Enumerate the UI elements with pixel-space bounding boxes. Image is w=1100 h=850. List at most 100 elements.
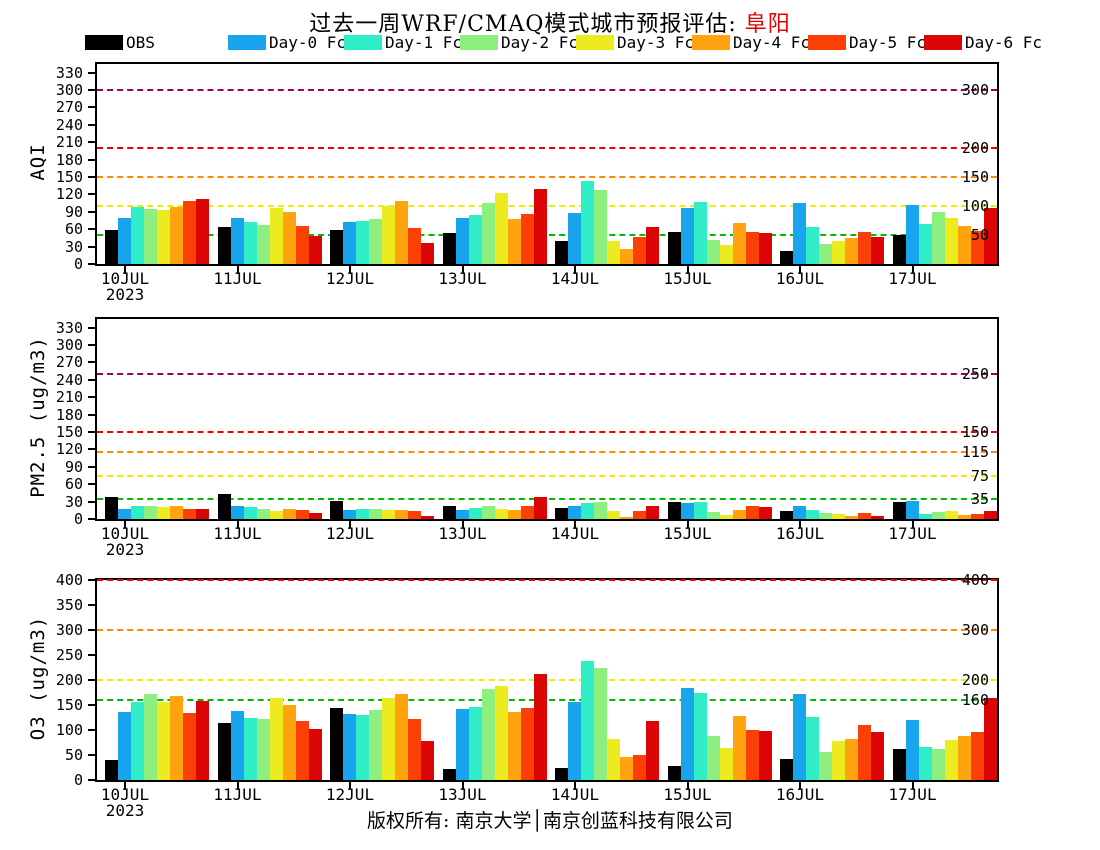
bar-pm2-5-17jul-day-6-fc: [983, 510, 997, 519]
legend-swatch-day-4-fc: [692, 35, 730, 50]
ref-line-250: [97, 373, 997, 376]
plot-area-aqi: 0 30 60 90 120 150 180 210 240 270 300 330 50 100 150 2…: [56, 62, 999, 303]
x-axis-year-label: 2023: [105, 285, 145, 304]
x-tick: [461, 780, 464, 789]
bar-aqi-12jul-day-5-fc: [408, 228, 421, 264]
x-tick: [911, 264, 914, 273]
bar-aqi-14jul-obs: [555, 241, 568, 264]
bar-pm2-5-10jul-day-3-fc: [157, 507, 170, 519]
bar-pm2-5-17jul-day-5-fc: [970, 513, 984, 519]
bar-o3-12jul-day-2-fc: [369, 710, 382, 780]
bar-aqi-15jul-day-5-fc: [745, 231, 759, 264]
bar-o3-10jul-day-3-fc: [157, 701, 170, 780]
title-city-name: 阜阳: [744, 12, 791, 37]
x-tick: [236, 264, 239, 273]
bar-aqi-15jul-day-2-fc: [706, 239, 720, 264]
legend-item-day-0-fc: Day-0 Fc: [228, 33, 346, 52]
x-tick-label-14jul: 14JUL: [550, 524, 600, 543]
y-tick: [88, 579, 97, 581]
x-tick-label-15jul: 15JUL: [663, 269, 712, 288]
legend-label: OBS: [126, 33, 155, 52]
y-tick-label: 250: [55, 646, 83, 664]
panel-aqi: AQI 0 30 60 90 120 150 180 210 240 270 300 330 50 100 1…: [0, 62, 1100, 322]
bar-aqi-17jul-day-4-fc: [957, 225, 971, 264]
bar-o3-17jul-day-4-fc: [957, 736, 971, 780]
x-tick: [911, 780, 914, 789]
bar-aqi-15jul-day-0-fc: [680, 207, 694, 264]
bar-o3-10jul-day-0-fc: [118, 711, 131, 780]
y-tick: [88, 518, 97, 520]
legend-item-day-5-fc: Day-5 Fc: [808, 33, 926, 52]
bar-o3-10jul-day-2-fc: [144, 693, 157, 780]
y-tick: [88, 228, 97, 231]
bar-o3-14jul-day-6-fc: [646, 721, 659, 780]
x-tick-label-13jul: 13JUL: [438, 785, 487, 804]
bar-pm2-5-16jul-day-0-fc: [793, 505, 806, 519]
bar-pm2-5-13jul-obs: [442, 505, 456, 519]
bar-aqi-16jul-day-5-fc: [858, 232, 871, 264]
bar-aqi-11jul-day-0-fc: [230, 218, 244, 264]
ref-line-200: [97, 147, 997, 150]
y-tick: [88, 176, 97, 179]
y-tick: [88, 483, 97, 486]
legend-item-day-6-fc: Day-6 Fc: [924, 33, 1042, 52]
bar-aqi-11jul-day-5-fc: [295, 225, 309, 264]
bar-aqi-12jul-day-1-fc: [356, 220, 369, 264]
bar-pm2-5-10jul-obs: [105, 496, 118, 519]
bar-o3-13jul-obs: [442, 769, 456, 780]
legend: OBS Day-0 Fc Day-1 Fc Day-2 Fc Day-3 Fc Day-4…: [0, 33, 1100, 55]
bar-pm2-5-13jul-day-5-fc: [520, 506, 534, 519]
legend-label: Day-4 Fc: [733, 33, 811, 52]
panel-o3: O3 (ug/m3) 0 50 100 150 200 250 300 350 400 160 200…: [0, 572, 1100, 838]
ref-line-300: [97, 629, 997, 631]
bar-o3-12jul-day-5-fc: [408, 719, 421, 780]
bar-aqi-17jul-day-3-fc: [944, 217, 958, 264]
bar-o3-15jul-day-4-fc: [732, 715, 746, 780]
bar-pm2-5-16jul-day-6-fc: [871, 516, 884, 519]
y-tick-label: 150: [55, 696, 83, 714]
y-tick-label: 240: [55, 370, 83, 389]
bar-aqi-14jul-day-5-fc: [633, 237, 646, 264]
y-tick: [88, 604, 97, 606]
legend-swatch-day-2-fc: [460, 35, 498, 50]
bar-aqi-14jul-day-3-fc: [607, 240, 620, 264]
bar-aqi-15jul-obs: [667, 232, 681, 264]
y-tick-label: 330: [55, 63, 83, 82]
y-tick-label: 0: [73, 510, 83, 528]
ref-line-50: [97, 234, 997, 237]
bar-aqi-10jul-day-4-fc: [170, 207, 183, 264]
bar-o3-10jul-obs: [105, 760, 118, 780]
bar-o3-10jul-day-5-fc: [183, 712, 196, 780]
bar-aqi-14jul-day-0-fc: [568, 213, 581, 264]
bar-pm2-5-13jul-day-1-fc: [468, 508, 482, 519]
bar-aqi-10jul-day-6-fc: [196, 199, 209, 264]
bar-pm2-5-11jul-obs: [217, 494, 231, 519]
x-axis-year-label: 2023: [105, 801, 145, 820]
bar-o3-17jul-day-2-fc: [931, 749, 945, 780]
bar-o3-17jul-day-5-fc: [970, 732, 984, 780]
legend-item-day-1-fc: Day-1 Fc: [344, 33, 462, 52]
y-tick: [88, 193, 97, 196]
bar-pm2-5-12jul-day-2-fc: [369, 509, 382, 519]
bar-o3-16jul-day-0-fc: [793, 694, 806, 780]
ref-line-label-50: 50: [970, 226, 989, 245]
x-tick-label-12jul: 12JUL: [325, 524, 375, 543]
page-title: 过去一周WRF/CMAQ模式城市预报评估: 阜阳: [0, 6, 1100, 38]
y-tick-label: 90: [64, 457, 83, 476]
bar-aqi-13jul-day-3-fc: [494, 193, 508, 264]
bar-pm2-5-14jul-day-2-fc: [594, 502, 607, 519]
bar-o3-14jul-day-2-fc: [594, 668, 607, 780]
bar-aqi-17jul-day-0-fc: [905, 204, 919, 264]
x-tick-label-16jul: 16JUL: [775, 269, 825, 288]
y-tick-label: 50: [64, 746, 83, 764]
ref-line-label-160: 160: [961, 691, 989, 709]
legend-swatch-day-5-fc: [808, 35, 846, 50]
ref-line-label-300: 300: [961, 621, 989, 639]
x-tick: [799, 780, 801, 789]
bar-aqi-16jul-day-6-fc: [871, 236, 884, 264]
bar-o3-12jul-day-6-fc: [421, 740, 434, 780]
bar-aqi-14jul-day-6-fc: [646, 227, 659, 264]
bar-o3-17jul-day-1-fc: [918, 747, 932, 780]
bar-o3-12jul-day-4-fc: [395, 694, 408, 780]
